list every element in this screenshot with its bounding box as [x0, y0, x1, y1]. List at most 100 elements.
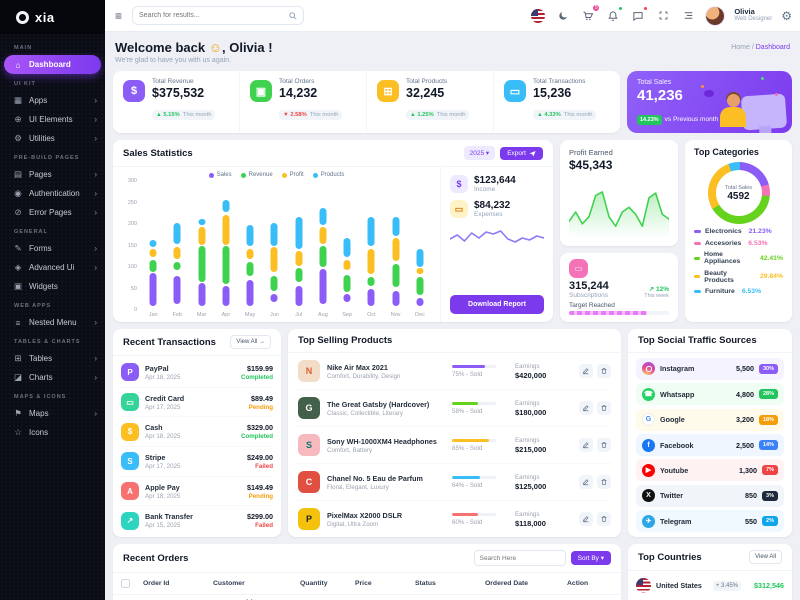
hamburger-menu-icon[interactable]: ≡: [115, 8, 123, 23]
sidebar-item-widgets[interactable]: ▣ Widgets: [13, 281, 58, 291]
chevron-right-icon: ›: [94, 263, 97, 272]
chart-column: [408, 181, 432, 310]
sidebar-item-icons[interactable]: ☆ Icons: [14, 427, 49, 437]
sidebar-item-ui-elements[interactable]: ⊕ UI Elements ›: [14, 114, 97, 124]
app-name: xia: [35, 9, 55, 25]
delete-icon[interactable]: [597, 475, 611, 489]
smiley-icon: ☺: [208, 40, 222, 55]
total-sales-banner: Total Sales 41,236 14.23% vs Previous mon…: [627, 71, 792, 133]
payment-method-icon: P: [121, 363, 139, 382]
export-button[interactable]: Export: [500, 146, 543, 160]
year-select[interactable]: 2025 ▾: [463, 146, 496, 160]
us-flag-icon: [636, 578, 651, 593]
chart-column: [359, 181, 383, 310]
chart-column: [311, 181, 335, 310]
chevron-right-icon: ›: [94, 354, 97, 363]
charts-icon: ◪: [13, 372, 23, 382]
chart-column: [384, 181, 408, 310]
product-thumbnail: P: [298, 508, 320, 530]
transaction-row: A Apple Pay Apr 18, 2025 $149.49 Pending: [121, 477, 273, 507]
chart-column: [335, 181, 359, 310]
sidebar-item-maps[interactable]: ⚑ Maps ›: [14, 408, 97, 418]
ui-elements-icon: ⊕: [14, 114, 22, 124]
payment-method-icon: S: [121, 452, 139, 471]
sidebar-item-forms[interactable]: ✎ Forms ›: [14, 243, 97, 253]
sidebar-item-nested-menu[interactable]: ≡ Nested Menu ›: [0, 313, 105, 332]
edit-icon[interactable]: [579, 512, 593, 526]
edit-icon[interactable]: [579, 475, 593, 489]
recent-orders-card: Recent Orders Sort By ▾ Order IdCustomer…: [113, 544, 621, 600]
subscriptions-icon: ▭: [569, 259, 588, 278]
language-flag-icon[interactable]: [530, 8, 546, 24]
chart-column: [190, 181, 214, 310]
category-legend-item: Furniture 6.53%: [694, 288, 783, 295]
edit-icon[interactable]: [579, 438, 593, 452]
delete-icon[interactable]: [597, 364, 611, 378]
search-input[interactable]: [139, 12, 286, 19]
sales-statistics-title: Sales Statistics: [123, 147, 193, 159]
stat-card-total-revenue: $ Total Revenue $375,532 ▲ 5.15% This month: [113, 71, 240, 133]
dark-mode-icon[interactable]: [555, 8, 571, 24]
delete-icon[interactable]: [597, 438, 611, 452]
sidebar-item-charts[interactable]: ◪ Charts ›: [13, 372, 97, 382]
product-row: S Sony WH-1000XM4 Headphones Comfort, Bat…: [298, 427, 611, 464]
edit-icon[interactable]: [579, 364, 593, 378]
user-info[interactable]: Olivia Web Designer: [734, 7, 772, 23]
transactions-view-all-button[interactable]: View All →: [230, 335, 271, 349]
pages-icon: ▤: [13, 169, 23, 179]
package-icon: ▣: [250, 80, 272, 102]
sidebar-item-error-pages[interactable]: ⊘ Error Pages ›: [14, 207, 97, 217]
stat-card-total-transactions: ▭ Total Transactions 15,236 ▲ 4.33% This mon…: [494, 71, 620, 133]
stats-summary-card: $ Total Revenue $375,532 ▲ 5.15% This month ▣…: [113, 71, 620, 133]
global-search[interactable]: [132, 6, 305, 25]
page-subtitle: We're glad to have you with us again.: [115, 57, 231, 64]
sidebar-item-authentication[interactable]: ◉ Authentication ›: [14, 188, 97, 198]
legend-item: Products: [312, 172, 344, 178]
breadcrumb-home[interactable]: Home: [731, 44, 750, 51]
notifications-bell-icon[interactable]: [605, 5, 624, 24]
sales-statistics-card: Sales Statistics 2025 ▾ Export Sales Reve…: [113, 140, 553, 322]
product-row: P PixelMax X2000 DSLR Digital, Ultra Zoom…: [298, 501, 611, 537]
sidebar-item-apps[interactable]: ▦ Apps ›: [13, 95, 97, 105]
countries-view-all-button[interactable]: View All: [749, 550, 782, 564]
tables-icon: ⊞: [14, 353, 22, 363]
maps-icon: ⚑: [14, 408, 22, 418]
sidebar-item-dashboard[interactable]: ⌂ Dashboard: [4, 55, 101, 74]
expenses-icon: ▭: [450, 200, 468, 218]
cart-badge: 5: [592, 3, 601, 12]
delete-icon[interactable]: [597, 401, 611, 415]
cart-icon[interactable]: 5: [580, 3, 601, 24]
category-legend-item: Home Appliances 42.41%: [694, 251, 783, 265]
top-categories-card: Top Categories Total Sales 4592 Electron…: [685, 140, 792, 322]
sidebar-section-label: WEB APPS: [14, 303, 52, 309]
chart-column: [141, 181, 165, 310]
fullscreen-icon[interactable]: [655, 8, 671, 24]
categories-donut-chart: Total Sales 4592: [707, 162, 770, 224]
sidebar-item-tables[interactable]: ⊞ Tables ›: [14, 353, 97, 363]
chevron-right-icon: ›: [94, 134, 97, 143]
orders-search-input[interactable]: [479, 554, 560, 562]
download-report-button[interactable]: Download Report: [450, 295, 544, 314]
utilities-icon: ⚙: [14, 133, 22, 143]
expenses-metric: ▭ $84,232 Expenses: [450, 200, 544, 218]
delete-icon[interactable]: [597, 512, 611, 526]
app-logo[interactable]: xia: [0, 0, 105, 34]
google-icon: G: [642, 413, 655, 427]
chevron-right-icon: ›: [94, 96, 97, 105]
category-legend-item: Electronics 21.23%: [694, 228, 783, 235]
edit-icon[interactable]: [579, 401, 593, 415]
sidebar-item-advanced-ui[interactable]: ◈ Advanced Ui ›: [14, 262, 97, 272]
social-source-row-telegram: ✈ Telegram 550 2%: [636, 510, 784, 533]
top-selling-products-card: Top Selling Products N Nike Air Max 2021…: [288, 329, 621, 537]
messages-icon[interactable]: [630, 5, 649, 24]
settings-gear-icon[interactable]: ⚙: [781, 8, 792, 23]
layout-toggle-icon[interactable]: [680, 8, 696, 24]
select-all-checkbox[interactable]: [121, 579, 130, 588]
user-avatar[interactable]: [705, 5, 726, 26]
transaction-row: P PayPal Apr 18, 2025 $159.99 Completed: [121, 358, 273, 388]
sort-by-button[interactable]: Sort By ▾: [570, 551, 611, 565]
orders-search[interactable]: [473, 550, 566, 566]
sidebar-item-pages[interactable]: ▤ Pages ›: [13, 169, 97, 179]
sidebar-item-utilities[interactable]: ⚙ Utilities ›: [14, 133, 97, 143]
top-countries-card: Top Countries View All United States + 3.…: [628, 544, 792, 600]
